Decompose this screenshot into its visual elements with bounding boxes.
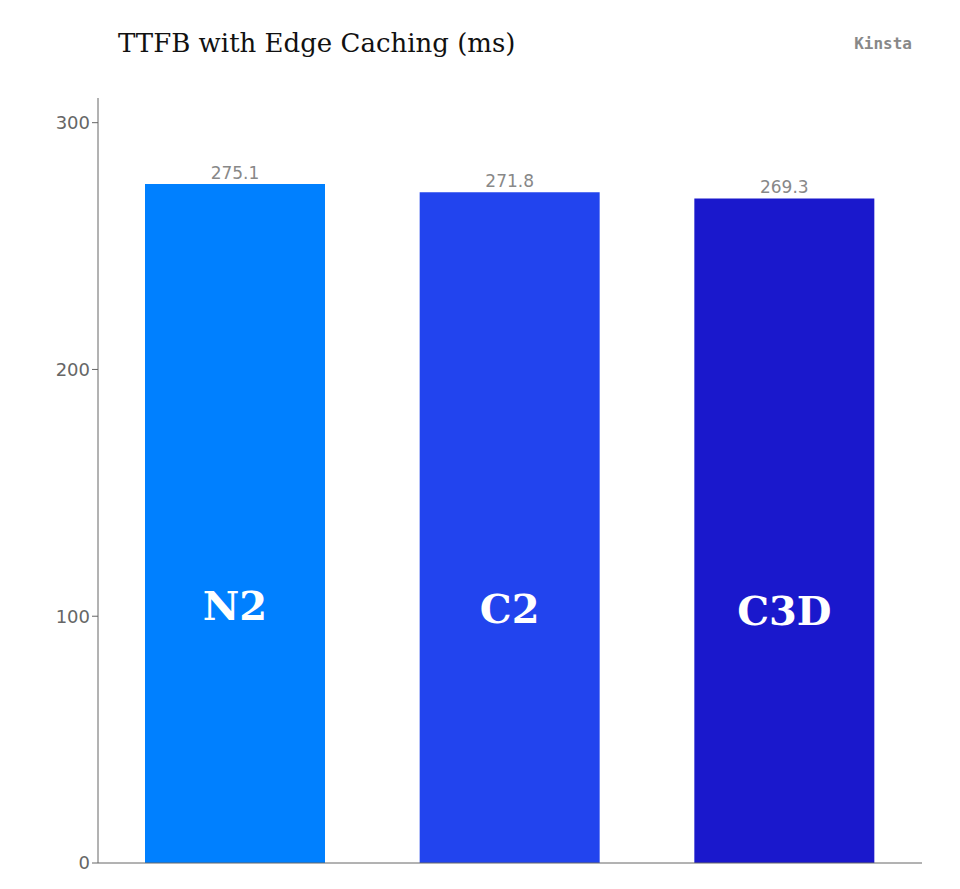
svg-text:200: 200: [56, 359, 90, 380]
svg-text:0: 0: [79, 852, 90, 873]
svg-text:271.8: 271.8: [485, 171, 534, 191]
svg-text:C3D: C3D: [737, 587, 831, 634]
svg-text:269.3: 269.3: [760, 177, 809, 197]
svg-text:C2: C2: [480, 585, 540, 632]
svg-text:100: 100: [56, 606, 90, 627]
svg-text:275.1: 275.1: [211, 163, 260, 183]
html-text:TTFB with Edge Caching (ms): TTFB with Edge Caching (ms): [118, 28, 516, 58]
svg-text:300: 300: [56, 112, 90, 133]
html-text:Kinsta: Kinsta: [854, 33, 912, 53]
svg-text:N2: N2: [203, 582, 267, 629]
